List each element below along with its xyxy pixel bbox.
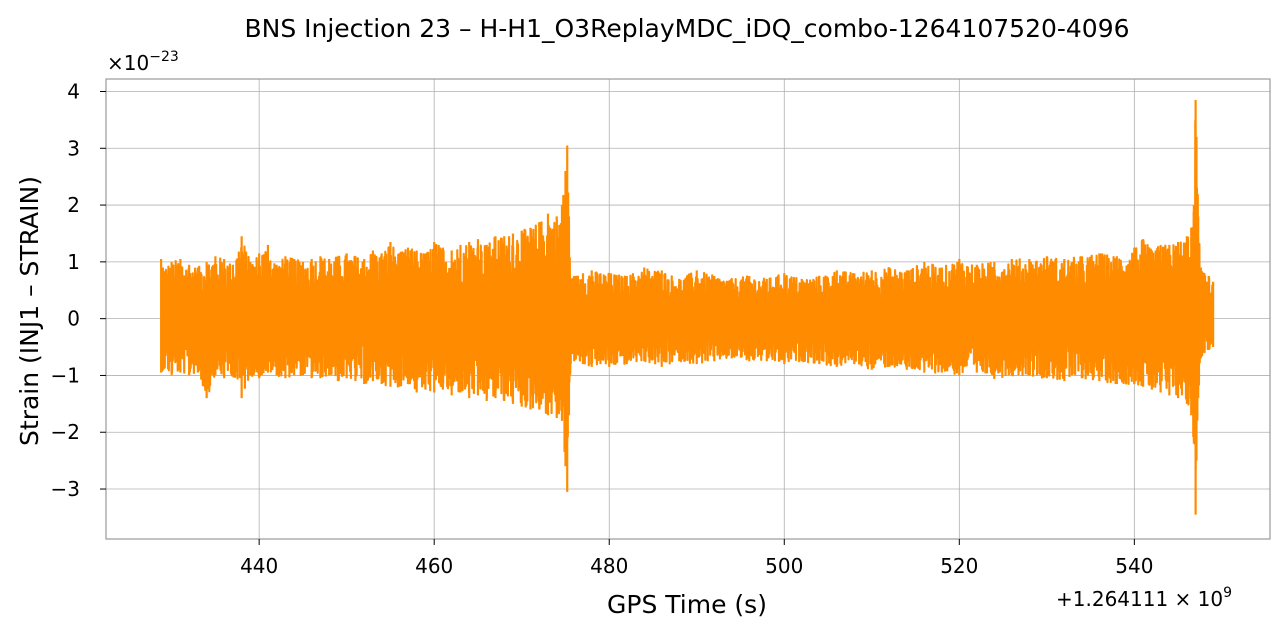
y-axis-label: Strain (INJ1 – STRAIN) xyxy=(15,176,44,446)
x-offset-label: +1.264111 × 109 xyxy=(1056,585,1232,611)
y-tick-label: 0 xyxy=(67,307,80,331)
x-offset-exponent: 9 xyxy=(1223,585,1232,601)
y-tick-label: 1 xyxy=(67,250,80,274)
y-tick-label: −1 xyxy=(51,363,80,387)
x-tick-label: 520 xyxy=(940,554,978,578)
chart-title: BNS Injection 23 – H-H1_O3ReplayMDC_iDQ_… xyxy=(244,14,1129,43)
y-tick-label: 4 xyxy=(67,79,80,103)
x-tick-label: 500 xyxy=(765,554,803,578)
y-scale-exponent: −23 xyxy=(149,49,179,65)
x-axis-label: GPS Time (s) xyxy=(607,590,767,619)
x-tick-label: 460 xyxy=(415,554,453,578)
y-scale-base: ×10 xyxy=(107,51,149,75)
x-tick-label: 480 xyxy=(590,554,628,578)
y-tick-label: −3 xyxy=(51,477,80,501)
x-tick-label: 440 xyxy=(240,554,278,578)
y-tick-label: −2 xyxy=(51,420,80,444)
strain-series-line xyxy=(160,100,1215,515)
y-scale-multiplier: ×10−23 xyxy=(107,49,179,75)
y-tick-label: 2 xyxy=(67,193,80,217)
plot-frame xyxy=(105,78,1271,540)
strain-trace xyxy=(160,100,1215,515)
y-tick-label: 3 xyxy=(67,136,80,160)
axis-ticks: 440 460 480 500 520 540 −3 −2 −1 0 1 2 3 4 xyxy=(51,79,1154,578)
x-tick-label: 540 xyxy=(1115,554,1153,578)
x-offset-base: +1.264111 × 10 xyxy=(1056,587,1223,611)
